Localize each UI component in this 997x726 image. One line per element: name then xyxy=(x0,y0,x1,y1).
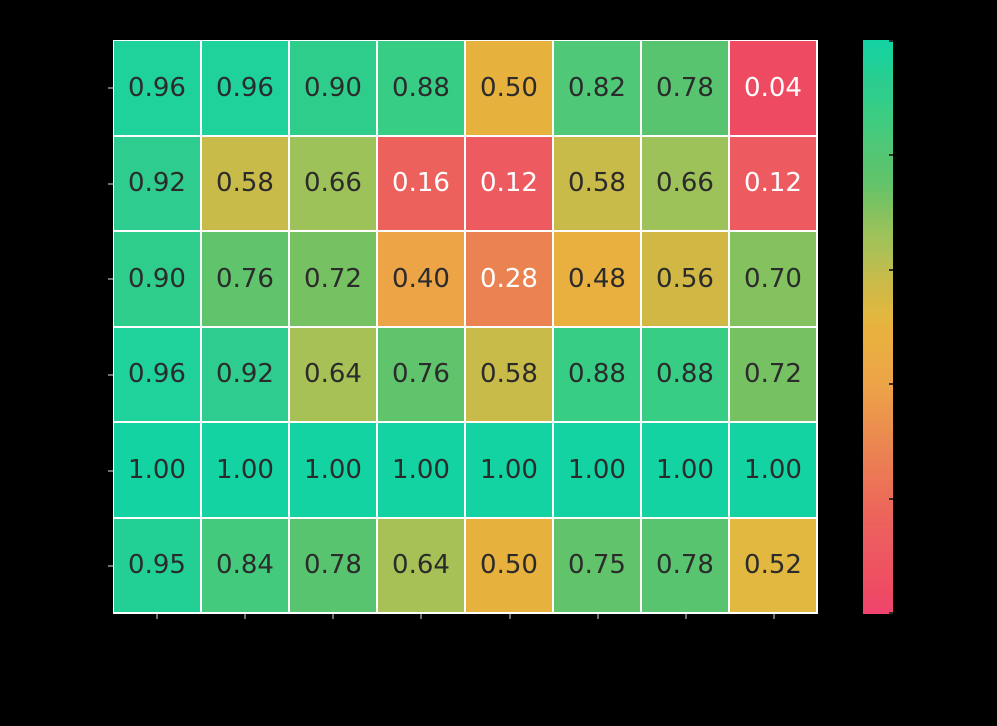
heatmap-grid: 0.96 0.96 0.90 0.88 0.50 0.82 0.78 0.04 0.92 0.58… xyxy=(113,40,818,614)
heatmap-cell: 0.50 xyxy=(466,518,552,612)
heatmap-cell: 0.88 xyxy=(642,327,728,421)
x-axis-tick xyxy=(772,614,775,619)
heatmap-cell: 0.88 xyxy=(378,41,464,135)
heatmap-cell: 0.92 xyxy=(114,136,200,230)
heatmap-cell: 0.92 xyxy=(202,327,288,421)
heatmap-cell: 0.88 xyxy=(554,327,640,421)
heatmap-cell: 0.58 xyxy=(554,136,640,230)
y-axis-tick xyxy=(108,182,113,185)
heatmap-cell: 0.12 xyxy=(730,136,816,230)
y-axis-tick xyxy=(108,373,113,376)
heatmap-cell: 0.56 xyxy=(642,232,728,326)
heatmap-cell: 0.96 xyxy=(114,327,200,421)
heatmap-cell: 0.28 xyxy=(466,232,552,326)
heatmap-cell: 0.72 xyxy=(290,232,376,326)
x-axis-tick xyxy=(420,614,423,619)
heatmap-cell: 1.00 xyxy=(202,423,288,517)
heatmap-cell: 0.76 xyxy=(202,232,288,326)
heatmap-cell: 0.78 xyxy=(642,41,728,135)
heatmap-cell: 0.04 xyxy=(730,41,816,135)
heatmap-cell: 1.00 xyxy=(290,423,376,517)
colorbar-tick xyxy=(889,383,893,386)
heatmap-cell: 0.66 xyxy=(642,136,728,230)
x-axis-tick xyxy=(244,614,247,619)
heatmap-cell: 1.00 xyxy=(378,423,464,517)
y-axis-tick xyxy=(108,278,113,281)
x-axis-tick xyxy=(156,614,159,619)
heatmap-cell: 0.90 xyxy=(290,41,376,135)
heatmap-cell: 0.96 xyxy=(202,41,288,135)
colorbar-tick xyxy=(889,612,893,614)
heatmap-cell: 1.00 xyxy=(642,423,728,517)
colorbar-tick xyxy=(889,268,893,271)
heatmap-cell: 0.64 xyxy=(378,518,464,612)
heatmap-cell: 0.48 xyxy=(554,232,640,326)
heatmap-cell: 0.58 xyxy=(202,136,288,230)
heatmap-cell: 1.00 xyxy=(466,423,552,517)
heatmap-cell: 0.52 xyxy=(730,518,816,612)
heatmap-cell: 1.00 xyxy=(554,423,640,517)
heatmap-cell: 0.16 xyxy=(378,136,464,230)
colorbar-tick xyxy=(889,153,893,156)
heatmap-cell: 1.00 xyxy=(730,423,816,517)
heatmap-cell: 0.78 xyxy=(290,518,376,612)
heatmap-cell: 0.84 xyxy=(202,518,288,612)
heatmap-cell: 0.82 xyxy=(554,41,640,135)
y-axis-tick xyxy=(108,565,113,568)
heatmap-cell: 0.12 xyxy=(466,136,552,230)
heatmap-cell: 0.95 xyxy=(114,518,200,612)
heatmap-cell: 0.70 xyxy=(730,232,816,326)
y-axis-tick xyxy=(108,469,113,472)
heatmap-cell: 1.00 xyxy=(114,423,200,517)
heatmap-cell: 0.58 xyxy=(466,327,552,421)
heatmap-cell: 0.75 xyxy=(554,518,640,612)
colorbar xyxy=(863,40,893,614)
heatmap-cell: 0.72 xyxy=(730,327,816,421)
colorbar-tick xyxy=(889,40,893,42)
heatmap-cell: 0.76 xyxy=(378,327,464,421)
y-axis-tick xyxy=(108,86,113,89)
heatmap-cell: 0.40 xyxy=(378,232,464,326)
x-axis-tick xyxy=(596,614,599,619)
heatmap-cell: 0.78 xyxy=(642,518,728,612)
heatmap-cell: 0.66 xyxy=(290,136,376,230)
heatmap-cell: 0.90 xyxy=(114,232,200,326)
heatmap-cell: 0.96 xyxy=(114,41,200,135)
x-axis-tick xyxy=(508,614,511,619)
heatmap-cell: 0.50 xyxy=(466,41,552,135)
heatmap-cell: 0.64 xyxy=(290,327,376,421)
x-axis-tick xyxy=(332,614,335,619)
x-axis-tick xyxy=(684,614,687,619)
colorbar-tick xyxy=(889,498,893,501)
